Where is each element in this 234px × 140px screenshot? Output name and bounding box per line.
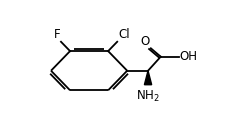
Text: Cl: Cl	[118, 28, 130, 41]
Text: F: F	[53, 28, 60, 41]
Text: OH: OH	[179, 50, 197, 63]
Polygon shape	[144, 71, 152, 85]
Text: O: O	[140, 35, 149, 48]
Text: NH$_2$: NH$_2$	[136, 89, 160, 104]
